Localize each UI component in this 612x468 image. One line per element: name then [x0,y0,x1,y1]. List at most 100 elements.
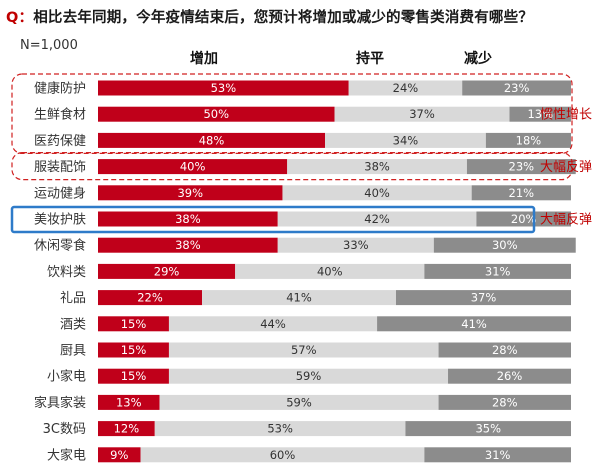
bar-segment-flat [140,447,425,463]
question-text: 相比去年同期，今年疫情结束后，您预计将增加或减少的零售类消费有哪些？ [33,10,534,26]
bar-segment-increase [98,316,169,332]
category-label: 医药保健 [34,134,86,149]
data-label: 30% [492,238,518,252]
legend-decrease: 减少 [464,51,492,67]
category-label: 小家电 [47,369,86,385]
legend-increase: 增加 [190,51,218,67]
bar-segment-decrease [471,185,571,201]
chart-title: Q：相比去年同期，今年疫情结束后，您预计将增加或减少的零售类消费有哪些？ [6,6,533,27]
highlight-box [10,205,536,234]
data-label: 31% [485,448,511,462]
category-label: 家具家装 [34,395,86,411]
annotation-label: 大幅反弹 [540,160,592,175]
bar-segment-flat [277,237,434,253]
data-label: 44% [260,317,286,331]
bar-segment-increase [98,263,236,279]
bar-segment-flat [159,394,439,410]
bar-segment-flat [154,421,406,437]
category-label: 服装配饰 [34,160,86,175]
category-label: 美妆护肤 [34,213,86,228]
bar-segment-increase [98,106,335,122]
bar-segment-decrease [462,80,571,96]
data-label: 60% [270,448,296,462]
sample-size-label: N=1,000 [20,38,78,53]
bar-segment-flat [334,106,510,122]
data-label: 15% [121,369,147,383]
bar-segment-decrease [509,106,571,122]
data-label: 53% [267,422,293,436]
data-label: 59% [286,395,312,409]
bar-segment-flat [287,159,467,175]
bar-segment-decrease [395,290,571,306]
data-label: 31% [485,264,511,278]
data-label: 37% [409,107,435,121]
category-label: 饮料类 [47,265,86,280]
legend-flat: 持平 [356,51,384,67]
data-label: 9% [110,448,128,462]
data-label: 38% [175,238,201,252]
category-label: 3C数码 [43,422,86,437]
data-label: 53% [211,81,237,95]
data-label: 12% [114,422,140,436]
data-label: 33% [343,238,369,252]
bar-segment-increase [98,132,326,148]
bar-segment-increase [98,342,169,358]
category-label: 运动健身 [34,185,86,201]
data-label: 22% [137,291,163,305]
bar-segment-increase [98,211,278,227]
category-label: 厨具 [60,344,86,359]
bar-segment-flat [282,185,472,201]
data-label: 29% [154,264,180,278]
bar-segment-decrease [485,132,571,148]
bar-segment-flat [235,263,425,279]
bar-segment-decrease [476,211,571,227]
bar-segment-increase [98,394,160,410]
bar-segment-increase [98,159,288,175]
data-label: 39% [177,186,203,200]
annotation-box [11,152,573,181]
bar-segment-flat [348,80,463,96]
annotation-label: 惯性增长 [540,107,592,123]
data-label: 20% [511,212,537,226]
data-label: 40% [317,264,343,278]
bar-segment-increase [98,80,349,96]
annotation-label: 大幅反弹 [540,213,592,228]
data-label: 40% [180,160,206,174]
data-label: 38% [175,212,201,226]
bar-segment-decrease [424,447,571,463]
data-label: 13% [527,107,553,121]
bar-segment-decrease [377,316,571,332]
data-label: 38% [364,160,390,174]
data-label: 40% [364,186,390,200]
data-label: 18% [516,133,542,147]
data-label: 26% [497,369,523,383]
bar-segment-decrease [438,342,571,358]
data-label: 15% [121,317,147,331]
data-label: 21% [509,186,535,200]
data-label: 59% [296,369,322,383]
data-label: 28% [492,395,518,409]
bar-segment-flat [277,211,477,227]
data-label: 13% [116,395,142,409]
bar-segment-decrease [448,368,571,384]
data-label: 24% [393,81,419,95]
data-label: 35% [475,422,501,436]
data-label: 15% [121,343,147,357]
bar-segment-flat [202,290,396,306]
bar-segment-decrease [433,237,576,253]
data-label: 41% [461,317,487,331]
data-label: 23% [509,160,535,174]
bar-segment-decrease [424,263,571,279]
question-prefix: Q： [6,10,34,26]
category-label: 生鲜食材 [34,107,86,123]
data-label: 50% [203,107,229,121]
category-label: 健康防护 [34,81,86,97]
bar-segment-increase [98,447,141,463]
data-label: 23% [504,81,530,95]
bar-segment-decrease [405,421,571,437]
bar-segment-flat [325,132,486,148]
bar-segment-flat [168,342,439,358]
data-label: 41% [286,291,312,305]
data-label: 37% [471,291,497,305]
